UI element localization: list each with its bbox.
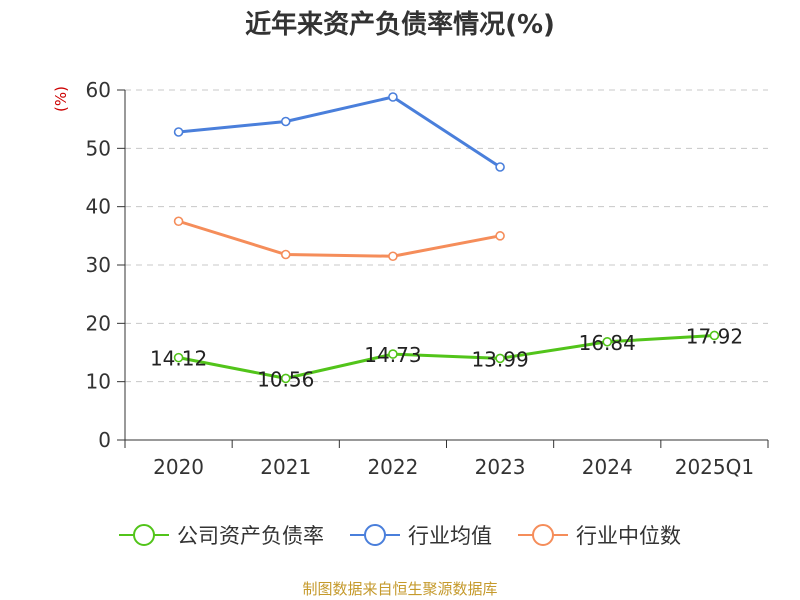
- data-label: 10.56: [257, 367, 314, 391]
- data-label: 14.12: [150, 347, 207, 371]
- legend-label-industry-avg: 行业均值: [408, 524, 492, 548]
- x-tick-label: 2020: [153, 455, 204, 479]
- chart-title: 近年来资产负债率情况(%): [245, 10, 555, 40]
- y-tick-label: 10: [86, 370, 111, 394]
- x-tick-label: 2025Q1: [675, 455, 754, 479]
- data-labels: 14.12 10.56 14.73 13.99 16.84 17.92: [150, 324, 743, 391]
- y-tick-label: 60: [86, 78, 111, 102]
- data-point: [280, 116, 291, 127]
- data-point: [388, 92, 398, 102]
- data-label: 17.92: [686, 324, 743, 348]
- data-point: [173, 127, 184, 137]
- data-label: 16.84: [579, 331, 636, 355]
- data-point: [495, 353, 505, 364]
- data-point: [495, 231, 505, 241]
- series-line-0: [177, 333, 716, 380]
- data-point: [709, 330, 720, 341]
- legend-label-company: 公司资产负债率: [177, 524, 324, 548]
- axes: [117, 89, 769, 448]
- legend-item-industry-median[interactable]: 行业中位数: [518, 520, 681, 550]
- y-tick-label: 20: [86, 311, 111, 335]
- data-point: [495, 162, 505, 172]
- x-tick-label: 2022: [367, 455, 418, 479]
- data-point: [280, 249, 291, 260]
- legend-swatch-industry-median: [518, 523, 568, 547]
- legend-item-company[interactable]: 公司资产负债率: [119, 520, 324, 550]
- data-label: 14.73: [364, 343, 421, 367]
- data-point: [280, 373, 291, 384]
- data-point: [388, 251, 398, 262]
- y-tick-label: 50: [86, 136, 111, 160]
- legend-swatch-industry-avg: [350, 523, 400, 547]
- series-line-2: [177, 219, 502, 258]
- x-tick-label: 2023: [475, 455, 526, 479]
- y-tick-label: 30: [86, 253, 111, 277]
- legend-item-industry-avg[interactable]: 行业均值: [350, 520, 492, 550]
- data-point: [602, 336, 613, 347]
- x-tick-label: 2021: [260, 455, 311, 479]
- data-point: [173, 216, 184, 227]
- y-tick-label: 40: [86, 195, 111, 219]
- source-note: 制图数据来自恒生聚源数据库: [302, 580, 498, 598]
- data-point: [388, 349, 398, 359]
- grid-lines: [125, 89, 768, 383]
- data-label: 13.99: [471, 347, 528, 371]
- legend-label-industry-median: 行业中位数: [576, 524, 681, 548]
- legend-swatch-company: [119, 523, 169, 547]
- data-point: [173, 352, 184, 363]
- y-tick-labels: 0 10 20 30 40 50 60: [86, 78, 111, 452]
- series-line-1: [177, 95, 502, 169]
- x-tick-label: 2024: [582, 455, 633, 479]
- y-tick-label: 0: [98, 428, 111, 452]
- legend: 公司资产负债率 行业均值 行业中位数: [0, 520, 800, 550]
- x-tick-labels: 2020 2021 2022 2023 2024 2025Q1: [153, 455, 754, 479]
- series-layer: [173, 92, 720, 384]
